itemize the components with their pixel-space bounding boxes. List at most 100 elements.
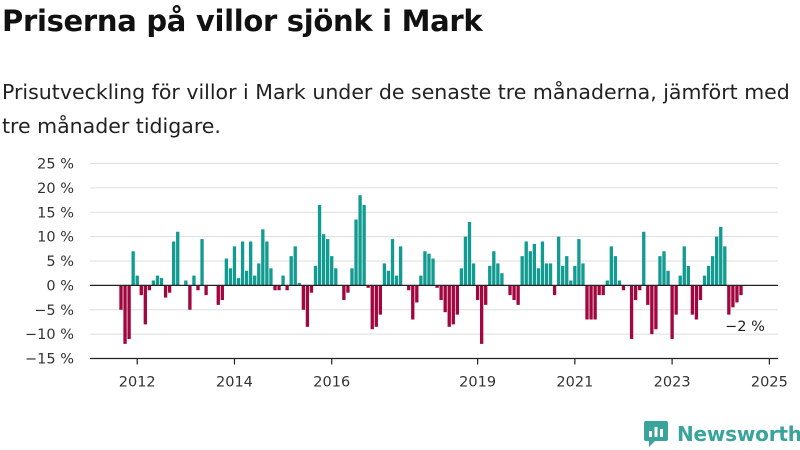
- bar: [431, 258, 435, 286]
- x-tick-label: 2014: [216, 375, 253, 391]
- bar: [326, 239, 330, 286]
- bar: [739, 285, 743, 296]
- bar: [249, 241, 253, 286]
- bar: [540, 241, 545, 286]
- chart-title: Priserna på villor sjönk i Mark: [2, 4, 483, 38]
- bar: [666, 270, 670, 286]
- bar: [293, 246, 297, 286]
- bar: [139, 285, 143, 296]
- x-tick-label: 2021: [556, 375, 593, 391]
- bar: [589, 285, 593, 320]
- bar: [447, 285, 451, 327]
- bar: [419, 275, 423, 286]
- bar: [605, 280, 609, 286]
- bar-chart: 25 % 20 % 15 % 10 % 5 % 0 % −5 % −10 % −15 % 2012…: [25, 157, 788, 391]
- bar: [131, 251, 135, 286]
- bar: [715, 236, 719, 286]
- bar: [415, 285, 419, 303]
- bar: [492, 251, 496, 286]
- bar: [662, 251, 666, 286]
- bar: [719, 226, 723, 286]
- bar: [516, 285, 520, 305]
- bar: [467, 222, 472, 286]
- y-tick-label: 10 %: [37, 230, 74, 246]
- y-tick-label: 5 %: [46, 254, 74, 270]
- bar: [188, 285, 192, 310]
- bar: [455, 285, 460, 315]
- bar: [321, 234, 326, 286]
- bar: [362, 204, 366, 286]
- axes: [90, 284, 778, 365]
- bar: [378, 285, 383, 315]
- bar: [731, 285, 735, 308]
- bar: [127, 285, 131, 339]
- y-tick-label: −15 %: [25, 352, 74, 368]
- chart-subtitle: Prisutveckling för villor i Mark under d…: [2, 80, 790, 138]
- bar: [350, 268, 354, 286]
- bar: [678, 275, 682, 286]
- bar: [654, 285, 658, 330]
- bar: [682, 246, 686, 286]
- newsworthy-logo-icon: [644, 421, 668, 447]
- bar: [390, 239, 395, 286]
- bar: [686, 265, 690, 286]
- bar: [706, 265, 711, 286]
- bar: [500, 273, 504, 286]
- bar: [650, 285, 654, 335]
- bar: [556, 236, 561, 286]
- bar: [297, 282, 301, 286]
- bar: [317, 204, 322, 286]
- bar: [597, 285, 601, 296]
- bar: [200, 239, 204, 286]
- bar: [617, 280, 622, 286]
- bar: [135, 275, 139, 286]
- bars: [119, 195, 743, 344]
- bar: [427, 253, 431, 286]
- bar: [463, 236, 468, 286]
- bar: [151, 280, 156, 286]
- bar: [309, 285, 314, 293]
- bar: [561, 265, 565, 286]
- bar: [119, 285, 123, 310]
- bar: [593, 285, 597, 320]
- bar: [346, 285, 350, 293]
- bar: [366, 285, 370, 288]
- bar: [192, 275, 196, 286]
- bar: [155, 275, 160, 286]
- bar: [581, 263, 585, 286]
- bar: [244, 270, 249, 286]
- bar: [253, 275, 257, 286]
- bar: [281, 275, 285, 286]
- newsworthy-brand[interactable]: Newsworthy: [643, 418, 800, 450]
- bar: [228, 268, 233, 286]
- bar: [342, 285, 346, 300]
- y-tick-label: 20 %: [37, 181, 74, 197]
- bar: [382, 263, 387, 286]
- y-tick-label: 15 %: [37, 205, 74, 221]
- bar: [601, 285, 605, 296]
- bar: [577, 239, 581, 286]
- bar: [585, 285, 589, 320]
- x-tick-label: 2023: [654, 375, 691, 391]
- bar: [471, 263, 476, 286]
- bar: [552, 285, 557, 296]
- bar: [459, 268, 464, 286]
- bar: [690, 285, 695, 315]
- bar: [520, 256, 524, 286]
- bar: [257, 263, 261, 286]
- bar: [204, 285, 208, 296]
- bar: [176, 231, 180, 286]
- bar: [544, 263, 549, 286]
- bar: [398, 246, 403, 286]
- bar: [407, 285, 411, 291]
- bar: [358, 195, 362, 286]
- bar: [638, 285, 642, 291]
- x-tick-label: 2016: [313, 375, 350, 391]
- bar: [674, 285, 678, 315]
- bar: [216, 285, 220, 305]
- bar: [488, 265, 492, 286]
- brand-name: Newsworthy: [677, 422, 800, 446]
- bar: [394, 275, 399, 286]
- bar: [240, 241, 245, 286]
- bar: [710, 256, 715, 286]
